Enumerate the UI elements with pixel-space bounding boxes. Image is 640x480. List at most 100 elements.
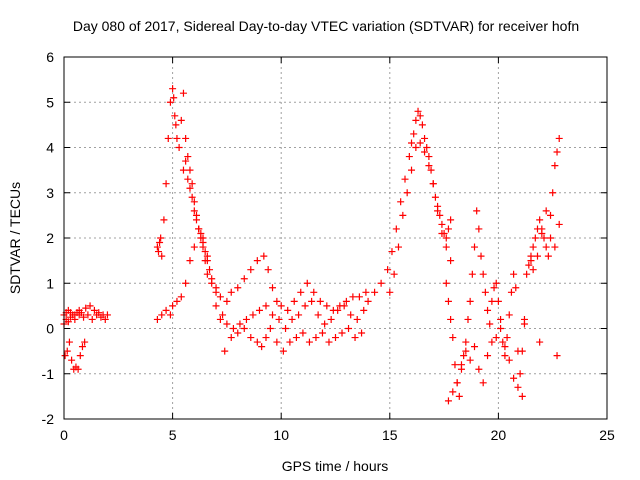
data-point [408,166,416,174]
data-point [190,207,198,215]
data-point [412,144,420,151]
data-point [444,225,452,233]
data-point [447,315,455,323]
data-point [269,311,277,319]
data-point [471,343,479,351]
data-point [240,325,248,332]
data-point [466,356,474,364]
y-tick-label: -2 [42,411,55,427]
data-point [170,94,178,102]
data-point [442,279,450,287]
data-point [340,302,348,310]
data-point [444,297,452,305]
data-point [497,325,505,332]
data-point [397,198,405,206]
data-point [364,297,372,305]
data-point [227,288,235,296]
data-point [497,315,505,323]
data-point [499,338,507,346]
data-point [510,374,518,382]
data-point [553,352,561,360]
x-tick-label: 0 [60,427,68,443]
data-point [338,329,346,337]
data-point [518,347,526,355]
data-point [345,325,353,332]
data-point [479,379,487,387]
data-point [490,284,498,292]
data-point [520,320,528,328]
data-point [284,306,292,314]
data-point [416,139,424,147]
data-point [544,252,552,260]
data-point [182,279,190,287]
data-point [449,334,457,342]
data-point [154,248,162,256]
data-point [312,334,320,342]
y-tick-label: 4 [46,140,54,156]
data-point [442,234,450,242]
data-point [258,343,266,351]
data-point [512,284,520,292]
data-point [392,225,400,233]
data-point [405,153,413,161]
data-point [553,148,561,156]
data-point [464,315,472,323]
data-point [305,338,313,346]
data-point [547,211,555,219]
data-point [542,207,550,215]
data-point [64,318,72,326]
data-point [386,288,394,296]
data-point [401,175,409,183]
data-point [75,311,83,319]
data-point [260,252,268,260]
data-point [269,284,277,292]
data-point [206,266,214,274]
data-point [547,234,555,242]
data-point [158,252,166,260]
data-point [76,352,84,360]
data-point [390,270,398,278]
data-point [360,306,368,314]
data-point [227,334,235,342]
data-point [182,134,190,142]
data-point [416,112,424,120]
data-point [436,211,444,219]
data-point [153,315,161,323]
data-point [175,144,183,151]
data-point [177,293,185,301]
data-point [253,257,261,265]
data-point [351,334,359,342]
x-tick-label: 15 [382,427,398,443]
data-point [516,370,524,378]
data-point [358,329,366,337]
data-point [292,334,300,342]
data-point [84,311,92,319]
data-point [78,343,86,351]
data-point [527,257,535,265]
data-point [201,248,209,256]
data-point [101,315,109,323]
data-point [549,189,557,197]
data-point [518,392,526,400]
data-point [288,315,296,323]
data-point [394,243,402,251]
data-point [153,243,161,251]
data-point [229,325,237,332]
data-point [192,216,200,224]
data-point [542,243,550,251]
data-point [418,121,426,129]
data-point [318,329,326,337]
data-point [208,275,216,283]
data-point [157,234,165,242]
data-point [551,162,559,170]
data-point [273,338,281,346]
data-point [421,134,429,142]
data-point [327,315,335,323]
data-point [188,180,196,188]
data-point [442,243,450,251]
data-point [247,266,255,274]
plot-frame [63,56,608,420]
data-point [431,193,439,201]
data-point [65,338,73,346]
data-point [93,311,101,319]
